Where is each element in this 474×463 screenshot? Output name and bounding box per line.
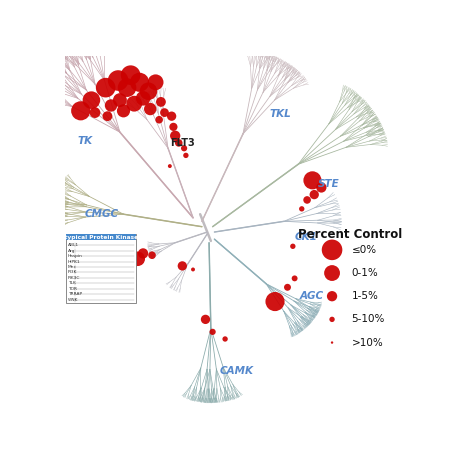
Point [145, 88, 152, 95]
Point [91, 109, 99, 116]
Text: 0-1%: 0-1% [352, 268, 378, 278]
Text: ≤0%: ≤0% [352, 245, 377, 255]
Text: CAMK: CAMK [220, 366, 254, 376]
Point [318, 184, 325, 191]
Point [303, 196, 311, 204]
Text: STE: STE [318, 179, 339, 189]
Point [291, 275, 299, 282]
Point [175, 139, 182, 147]
Point [209, 328, 217, 336]
Text: PIK3C: PIK3C [67, 276, 80, 280]
Point [328, 246, 336, 254]
Point [116, 96, 124, 104]
Point [309, 176, 316, 184]
Point [139, 250, 147, 257]
Point [102, 84, 109, 91]
Point [180, 144, 188, 152]
Text: Percent Control: Percent Control [298, 228, 402, 241]
Text: CK1: CK1 [295, 232, 318, 242]
Point [310, 191, 318, 198]
Text: TRRAP: TRRAP [67, 293, 82, 296]
Point [157, 98, 165, 106]
Text: FLT3: FLT3 [170, 138, 195, 148]
Point [328, 316, 336, 323]
Point [77, 107, 84, 114]
Text: 1-5%: 1-5% [352, 291, 379, 301]
Text: TK: TK [77, 136, 92, 146]
Text: Haspin: Haspin [67, 254, 82, 258]
Point [284, 283, 292, 291]
Point [88, 96, 95, 104]
Point [136, 79, 143, 86]
Text: PI3K: PI3K [67, 270, 77, 275]
Text: AGC: AGC [300, 291, 324, 301]
Text: ABL1: ABL1 [67, 243, 79, 247]
Text: TKL: TKL [270, 109, 292, 119]
Point [271, 298, 279, 305]
Point [139, 94, 147, 102]
Point [146, 105, 154, 113]
Point [130, 100, 138, 107]
Point [127, 260, 135, 268]
Point [114, 77, 122, 84]
Point [155, 116, 163, 124]
Point [104, 113, 111, 120]
Text: WNK: WNK [67, 298, 78, 302]
Point [166, 163, 173, 170]
Text: >10%: >10% [352, 338, 383, 348]
Point [161, 109, 168, 116]
Point [107, 102, 115, 109]
Point [289, 243, 297, 250]
Point [134, 255, 142, 263]
Point [152, 79, 159, 86]
Point [148, 251, 156, 259]
Point [298, 205, 306, 213]
Point [328, 269, 336, 277]
Bar [66, 234, 136, 240]
Text: Mec: Mec [67, 265, 76, 269]
Text: Arg: Arg [67, 249, 75, 253]
Point [328, 339, 336, 346]
Point [182, 152, 190, 159]
Text: 5-10%: 5-10% [352, 314, 385, 325]
Point [172, 132, 179, 139]
Point [202, 316, 210, 323]
Point [123, 84, 131, 91]
Point [189, 266, 197, 273]
Point [179, 262, 186, 269]
Bar [66, 234, 136, 303]
Point [328, 293, 336, 300]
Point [168, 113, 175, 120]
Point [170, 123, 177, 131]
Text: CMGC: CMGC [84, 209, 118, 219]
Point [120, 107, 128, 114]
Point [221, 335, 229, 343]
Point [127, 71, 135, 79]
Text: Atypical Protein Kinases: Atypical Protein Kinases [60, 235, 142, 239]
Text: HIPK1: HIPK1 [67, 260, 80, 263]
Text: TOR: TOR [67, 287, 76, 291]
Text: TLK: TLK [67, 282, 75, 286]
